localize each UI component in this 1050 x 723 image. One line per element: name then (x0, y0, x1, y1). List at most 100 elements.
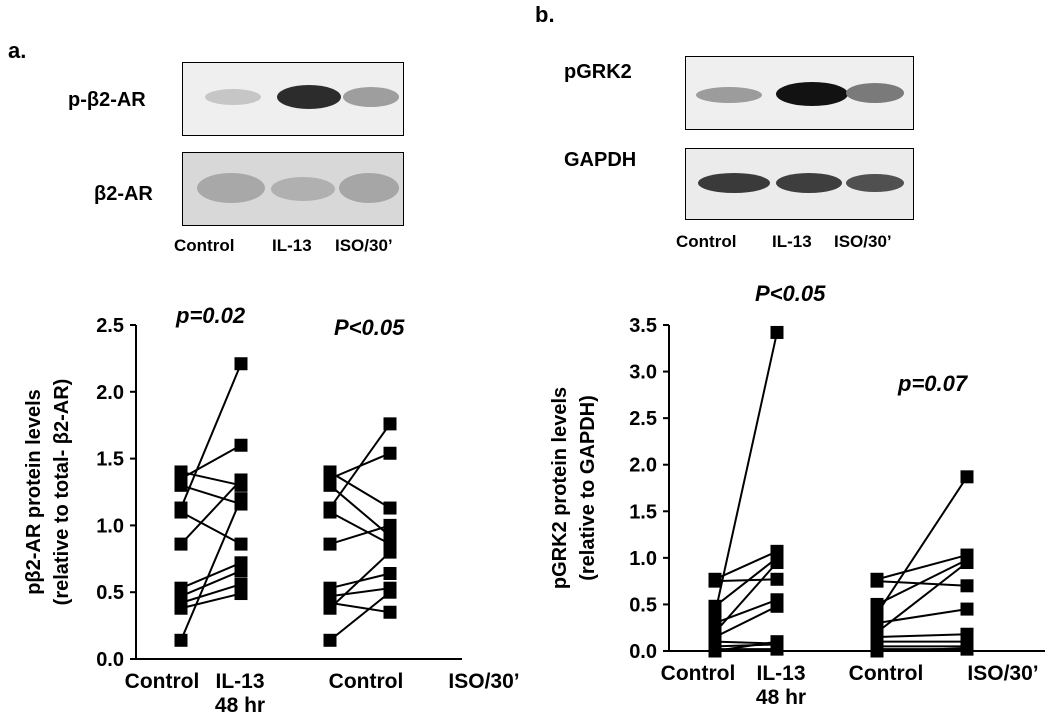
pair-line (876, 633, 968, 639)
y-tick-label: 2.0 (629, 455, 657, 477)
band-il13 (776, 173, 842, 193)
band-control (197, 173, 265, 203)
data-point (770, 572, 784, 586)
data-point (323, 537, 337, 551)
blot-beta2-ar (182, 152, 404, 226)
pair-line (876, 476, 968, 615)
data-point (960, 641, 974, 655)
data-point (960, 556, 974, 570)
band-iso (339, 173, 399, 203)
blot-label-p-beta2-ar: p-β2-AR (68, 89, 146, 111)
data-point (174, 537, 188, 551)
data-point (383, 585, 397, 599)
band-il13 (271, 177, 335, 201)
lane-label-il13: IL-13 (272, 236, 312, 255)
data-point (960, 579, 974, 593)
pair-line (714, 561, 778, 634)
y-tick-label: 3.0 (629, 362, 657, 384)
y-tick-label: 0.5 (96, 582, 124, 604)
blot-pgrk2 (685, 56, 914, 130)
data-point (708, 644, 722, 658)
x-category-sublabel: 48 hr (215, 694, 265, 717)
pair-line (876, 554, 968, 581)
y-axis-label: (relative to GAPDH) (577, 395, 599, 581)
data-point (870, 644, 884, 658)
pair-line (876, 647, 968, 652)
panel-a-label: a. (8, 38, 27, 63)
y-tick-label: 3.5 (629, 315, 657, 337)
pair-line (714, 550, 778, 581)
data-point (960, 602, 974, 616)
y-tick-label: 1.0 (96, 515, 124, 537)
x-category-label: Control (661, 662, 736, 685)
data-point (234, 587, 248, 601)
data-point (770, 635, 784, 649)
data-point (174, 478, 188, 492)
lane-label-control: Control (676, 232, 737, 251)
pvalue-annotation: p=0.07 (898, 371, 968, 396)
pair-line (329, 551, 391, 609)
data-point (770, 325, 784, 339)
x-category-label: ISO/30’ (448, 670, 519, 693)
band-iso (343, 87, 399, 107)
data-point (323, 505, 337, 519)
blot-label-gapdh: GAPDH (564, 149, 637, 171)
data-point (234, 564, 248, 578)
pvalue-annotation: P<0.05 (334, 315, 405, 340)
pair-line (714, 332, 778, 614)
pair-line (329, 471, 391, 509)
x-category-label: Control (125, 670, 200, 693)
pair-line (180, 592, 242, 610)
data-point (383, 545, 397, 559)
data-point (770, 556, 784, 570)
y-tick-label: 1.5 (629, 501, 657, 523)
y-tick-label: 2.5 (96, 315, 124, 337)
panel-b-label: b. (535, 2, 555, 27)
data-point (383, 518, 397, 532)
pair-line (714, 557, 778, 608)
lane-label-iso: ISO/30’ (834, 232, 892, 251)
blot-label-beta2-ar: β2-AR (94, 183, 153, 205)
pair-line (876, 558, 968, 606)
band-iso (846, 174, 904, 192)
x-category-label: IL-13 (215, 670, 264, 693)
data-point (234, 473, 248, 487)
data-point (234, 438, 248, 452)
pair-line (180, 479, 242, 545)
band-iso (846, 83, 904, 103)
band-control (696, 87, 762, 103)
data-point (323, 478, 337, 492)
y-tick-label: 2.5 (629, 408, 657, 430)
pair-line (180, 484, 242, 505)
pair-line (329, 511, 391, 545)
pair-line (329, 591, 391, 642)
band-control (205, 89, 261, 105)
data-point (174, 601, 188, 615)
band-control (698, 173, 770, 193)
data-point (174, 633, 188, 647)
pair-line (714, 640, 778, 652)
data-point (383, 566, 397, 580)
blot-p-beta2-ar (182, 62, 404, 136)
pair-line (180, 498, 242, 641)
data-point (383, 501, 397, 515)
pair-line (329, 423, 391, 509)
pair-line (876, 561, 968, 634)
x-category-label: Control (849, 662, 924, 685)
band-il13 (277, 85, 341, 109)
x-category-sublabel: 48 hr (756, 686, 806, 709)
y-tick-label: 2.0 (96, 382, 124, 404)
lane-label-control: Control (174, 236, 235, 255)
pair-line (180, 561, 242, 590)
pvalue-annotation: p=0.02 (176, 303, 246, 328)
x-category-label: ISO/30’ (967, 662, 1038, 685)
band-il13 (776, 82, 848, 106)
data-point (383, 446, 397, 460)
data-point (770, 599, 784, 613)
pair-line (329, 524, 391, 546)
lane-label-il13: IL-13 (772, 232, 812, 251)
x-category-label: Control (329, 670, 404, 693)
pair-line (329, 587, 391, 598)
